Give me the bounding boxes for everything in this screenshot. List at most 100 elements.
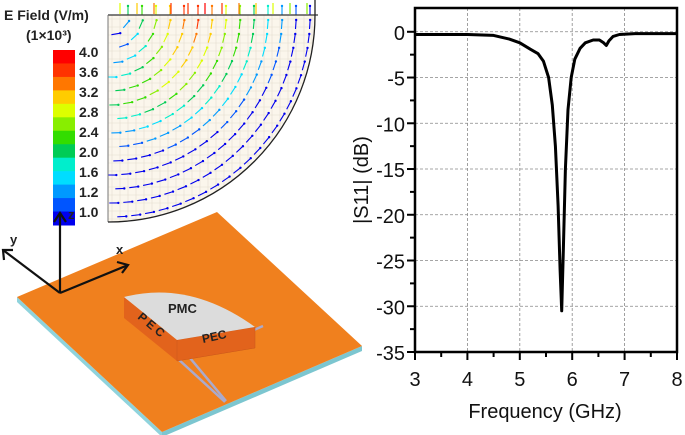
field-arrowhead xyxy=(223,142,227,146)
field-arrow xyxy=(194,107,203,115)
field-arrow xyxy=(254,124,262,133)
field-arrowhead xyxy=(174,143,177,146)
field-arrowhead xyxy=(209,32,212,36)
field-arrow xyxy=(207,33,212,43)
field-arrow xyxy=(202,172,211,178)
field-arrowhead xyxy=(131,200,134,203)
field-arrowhead xyxy=(193,94,196,98)
field-arrow xyxy=(214,164,223,171)
field-arrowhead xyxy=(121,60,124,63)
field-arrowhead xyxy=(136,84,139,87)
field-arrow xyxy=(122,20,130,29)
field-arrow xyxy=(237,123,245,131)
field-arrow xyxy=(174,155,184,161)
field-arrow xyxy=(197,191,207,197)
colorbar-labels: 4.0 3.6 3.2 2.8 2.4 2.0 1.6 1.2 1.0 xyxy=(79,44,99,220)
field-arrowhead xyxy=(267,111,270,115)
field-arrowhead xyxy=(299,73,303,77)
field-arrowhead xyxy=(303,60,306,63)
field-arrowhead xyxy=(267,135,271,139)
field-arrowhead xyxy=(132,129,136,132)
field-arrowhead xyxy=(245,60,248,63)
field-arrow xyxy=(292,88,297,97)
field-arrowhead xyxy=(197,18,200,22)
field-arrowhead xyxy=(204,190,208,194)
chart-grid xyxy=(415,8,677,352)
field-arrow xyxy=(196,19,199,30)
field-arrowhead xyxy=(144,44,147,48)
field-arrowhead xyxy=(123,88,126,91)
field-arrowhead xyxy=(225,18,228,22)
field-arrowhead xyxy=(155,18,158,22)
field-arrow xyxy=(191,128,200,135)
field-arrowhead xyxy=(266,4,270,8)
field-arrow xyxy=(301,61,306,71)
field-arrow xyxy=(293,33,296,43)
field-arrow xyxy=(254,99,261,109)
field-vectors xyxy=(108,3,312,218)
field-arrow xyxy=(196,84,204,93)
field-arrowhead xyxy=(150,182,154,185)
y-tick-label: -10 xyxy=(376,114,405,136)
field-arrowhead xyxy=(294,4,298,8)
field-arrowhead xyxy=(128,72,132,75)
field-arrowhead xyxy=(144,198,148,201)
field-arrow xyxy=(280,19,283,30)
field-arrow xyxy=(149,90,158,96)
field-arrowhead xyxy=(231,154,235,158)
field-arrowhead xyxy=(171,112,174,116)
x-tick-label: 7 xyxy=(619,369,630,391)
y-tick-label: -25 xyxy=(376,252,405,274)
field-arrowhead xyxy=(234,85,237,89)
field-arrow xyxy=(305,47,309,57)
field-arrowhead xyxy=(146,125,149,128)
field-arrow xyxy=(164,113,174,119)
field-arrow xyxy=(187,95,195,103)
field-arrow xyxy=(187,148,196,155)
field-arrowhead xyxy=(308,4,312,8)
field-arrowhead xyxy=(251,111,254,114)
field-arrow xyxy=(271,125,278,134)
field-arrow xyxy=(194,160,204,167)
field-arrow xyxy=(232,47,237,57)
colorbar-label: 2.8 xyxy=(79,104,99,120)
field-arrow xyxy=(235,145,244,153)
s11-curve xyxy=(415,32,677,313)
antenna-diagram: PMC PEC PEC z y x xyxy=(1,207,362,435)
field-arrowhead xyxy=(205,46,209,49)
field-arrow xyxy=(257,61,262,71)
field-arrow xyxy=(131,113,141,117)
field-arrow xyxy=(168,93,177,100)
field-arrowhead xyxy=(225,72,228,76)
field-arrowhead xyxy=(151,107,155,111)
field-arrow xyxy=(294,19,297,30)
y-tick-label: 0 xyxy=(394,23,405,45)
x-axis-label: x xyxy=(116,242,124,257)
colorbar-label: 2.4 xyxy=(79,124,99,140)
s11-chart: 3 4 5 6 7 8 0 -5 -10 -15 -20 -25 -30 -35 |S11| (dB) F… xyxy=(351,6,683,423)
field-arrow xyxy=(230,86,236,95)
field-arrow xyxy=(218,47,223,57)
field-arrowhead xyxy=(265,86,268,90)
colorbar-title: E Field (V/m) xyxy=(4,7,89,23)
colorbar-band xyxy=(53,157,75,172)
field-arrow xyxy=(117,117,127,120)
field-arrow xyxy=(253,147,261,155)
x-tick-label: 3 xyxy=(409,369,420,391)
field-arrow xyxy=(190,179,199,185)
field-arrowhead xyxy=(160,45,164,49)
field-arrowhead xyxy=(209,72,213,75)
field-arrow xyxy=(171,203,181,208)
field-arrow xyxy=(172,46,178,56)
field-arrowhead xyxy=(185,82,188,86)
colorbar-label: 1.6 xyxy=(79,164,99,180)
field-arrow xyxy=(252,19,255,30)
field-arrowhead xyxy=(209,171,212,175)
field-arrow xyxy=(242,61,248,70)
y-tick-label: -35 xyxy=(376,343,405,365)
field-arrowhead xyxy=(176,46,179,49)
pmc-label: PMC xyxy=(168,301,198,316)
field-arrow xyxy=(263,112,270,121)
field-arrow xyxy=(131,214,141,217)
field-arrow xyxy=(199,140,208,147)
